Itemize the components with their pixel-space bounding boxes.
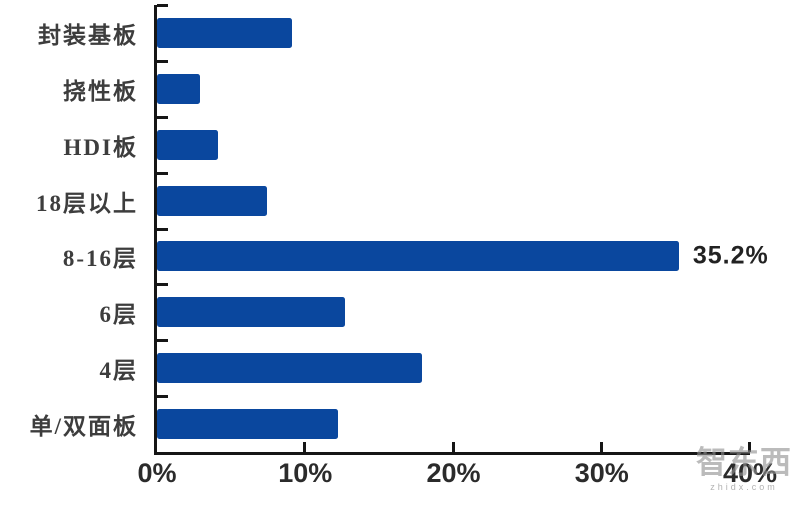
y-axis-tick <box>157 339 168 343</box>
y-axis-tick <box>157 227 168 231</box>
category-label: 18层以上 <box>36 190 138 216</box>
bar <box>157 409 338 440</box>
plot-area: 35.2% <box>154 4 768 455</box>
bar-row <box>157 340 750 396</box>
y-axis-tick <box>157 171 168 175</box>
bar <box>157 185 267 216</box>
bar <box>157 353 423 384</box>
category-label: 8-16层 <box>62 246 138 272</box>
category-label: 4层 <box>99 358 138 384</box>
x-axis-tick <box>599 442 603 452</box>
bar-rows: 35.2% <box>157 5 768 452</box>
bar-row <box>157 5 750 61</box>
bar <box>157 297 346 328</box>
bar-row <box>157 284 750 340</box>
y-axis-tick <box>157 4 168 7</box>
category-label: 封装基板 <box>38 22 138 48</box>
bar-row <box>157 396 750 452</box>
category-label: 单/双面板 <box>29 414 138 440</box>
x-tick-label: 20% <box>426 458 481 488</box>
category-label: HDI板 <box>63 134 138 160</box>
bar-value-label: 35.2% <box>692 241 769 270</box>
y-axis-tick <box>157 395 168 399</box>
bar <box>157 129 218 160</box>
y-axis-tick <box>157 283 168 287</box>
bar <box>157 17 292 48</box>
x-tick-label: 10% <box>278 458 333 488</box>
category-label: 6层 <box>99 302 138 328</box>
x-tick-label: 0% <box>137 458 177 488</box>
x-tick-label: 40% <box>722 458 778 488</box>
x-axis-tick <box>451 442 455 452</box>
bar-row <box>157 173 750 229</box>
y-axis-category-labels: 封装基板挠性板 HDI板 18层以上 8-16层 6层 4层单/双面板 <box>0 5 142 452</box>
x-axis-tick <box>303 442 307 452</box>
y-axis-tick <box>157 115 168 119</box>
category-label: 挠性板 <box>63 78 138 104</box>
bar-row <box>157 61 750 117</box>
y-axis-tick <box>157 59 168 63</box>
bar <box>157 73 200 104</box>
x-tick-label: 30% <box>574 458 629 488</box>
x-axis-tick <box>748 442 751 452</box>
bar-row: 35.2% <box>157 229 768 285</box>
bar-row <box>157 117 750 173</box>
bar: 35.2% <box>157 241 768 272</box>
x-axis-tick-labels: 0% 10% 20% 30% 40% <box>137 458 777 498</box>
